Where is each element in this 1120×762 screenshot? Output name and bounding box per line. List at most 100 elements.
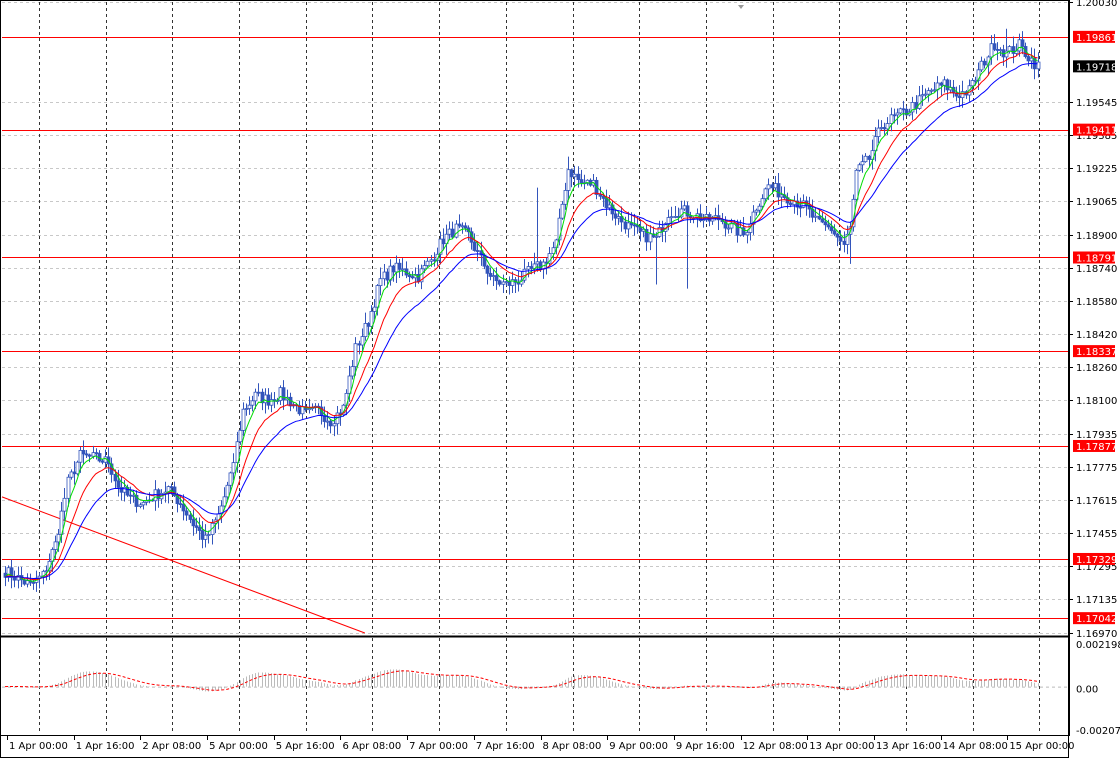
candle-body — [122, 486, 127, 493]
candle-body — [138, 504, 143, 507]
candle-body — [623, 221, 628, 230]
candle-body — [131, 494, 136, 497]
candle — [210, 518, 215, 545]
candle-body — [826, 224, 831, 228]
candle — [225, 481, 230, 500]
candle-body — [128, 494, 133, 497]
price-tick-label: 1.18580 — [1076, 297, 1117, 308]
candle-body — [895, 112, 900, 116]
candle — [197, 517, 202, 541]
candle-body — [598, 194, 603, 197]
level-price-label: 1.17877 — [1076, 442, 1117, 453]
candle — [873, 127, 878, 162]
candle-body — [569, 169, 574, 178]
candle-body — [62, 497, 67, 512]
price-tick-label: 1.17935 — [1076, 430, 1117, 441]
candle-body — [929, 89, 934, 92]
candle-body — [538, 261, 543, 270]
candle-body — [957, 95, 962, 99]
candle-body — [184, 510, 189, 516]
level-price-tag — [1073, 552, 1115, 565]
time-tick-label: 13 Apr 16:00 — [876, 741, 941, 752]
candle-body — [885, 123, 890, 130]
candle — [238, 420, 243, 445]
level-price-tag — [1073, 345, 1115, 358]
candle — [910, 96, 915, 120]
time-tick-label: 13 Apr 00:00 — [809, 741, 874, 752]
price-axis[interactable]: 1.20030 1.19545 1.19385 1.19225 1.19065 1.189… — [1069, 0, 1120, 737]
candle-body — [69, 471, 74, 478]
candle-body — [989, 43, 994, 58]
candle — [898, 107, 903, 115]
candle-body — [369, 311, 374, 327]
candle-body — [425, 260, 430, 266]
candle-body — [485, 265, 490, 274]
candle-body — [350, 366, 355, 377]
candle-body — [876, 127, 881, 137]
candle-body — [801, 200, 806, 208]
level-price-label: 1.17042 — [1076, 614, 1117, 625]
candle-body — [328, 420, 333, 427]
candle — [979, 56, 984, 73]
level-price-label: 1.19861 — [1076, 33, 1117, 44]
candle — [613, 208, 618, 226]
candle — [572, 165, 577, 187]
candle — [876, 119, 881, 144]
candle-body — [194, 525, 199, 528]
candle-body — [266, 394, 271, 406]
candle-body — [673, 216, 678, 218]
candle-body — [1004, 50, 1009, 58]
candle-body — [353, 343, 358, 368]
candle — [350, 359, 355, 380]
candle-body — [995, 49, 1000, 51]
candle-body — [407, 274, 412, 277]
candle-body — [460, 225, 465, 228]
candle-body — [551, 247, 556, 255]
candle-body — [375, 285, 380, 308]
candle-body — [939, 82, 944, 86]
candle-body — [244, 408, 249, 410]
candle-body — [726, 227, 731, 230]
candle-body — [241, 408, 246, 431]
candle-body — [873, 136, 878, 152]
candle-body — [898, 108, 903, 114]
time-tick-label: 6 Apr 08:00 — [342, 741, 401, 752]
candle — [669, 206, 674, 228]
time-axis[interactable]: 1 Apr 00:00 1 Apr 16:00 2 Apr 08:00 5 Apr 0… — [7, 736, 1075, 752]
candle-body — [1017, 39, 1022, 52]
candle-body — [222, 496, 227, 507]
candle — [982, 58, 987, 69]
candle-body — [382, 271, 387, 280]
candle — [360, 328, 365, 353]
candle-body — [366, 323, 371, 327]
level-price-tag — [1073, 123, 1115, 136]
level-price-label: 1.18337 — [1076, 347, 1117, 358]
candle-body — [200, 530, 205, 540]
candle-body — [394, 262, 399, 273]
candle — [989, 35, 994, 65]
candle-body — [910, 102, 915, 113]
candle-body — [770, 184, 775, 189]
candle-body — [441, 238, 446, 245]
candle-body — [457, 223, 462, 227]
candle-body — [932, 89, 937, 92]
candle-body — [979, 60, 984, 71]
candle-body — [619, 216, 624, 223]
candle — [203, 524, 208, 548]
candle-body — [788, 202, 793, 205]
candle — [1011, 36, 1016, 64]
candle — [754, 208, 759, 216]
candle — [648, 225, 653, 251]
candle-body — [863, 155, 868, 163]
candle-body — [760, 198, 765, 207]
candle-body — [566, 169, 571, 191]
candle-body — [817, 215, 822, 220]
candle-body — [134, 494, 139, 507]
candle-body — [491, 275, 496, 277]
candle-body — [572, 173, 577, 178]
candle-body — [923, 93, 928, 96]
candle — [895, 108, 900, 125]
candle — [438, 231, 443, 265]
